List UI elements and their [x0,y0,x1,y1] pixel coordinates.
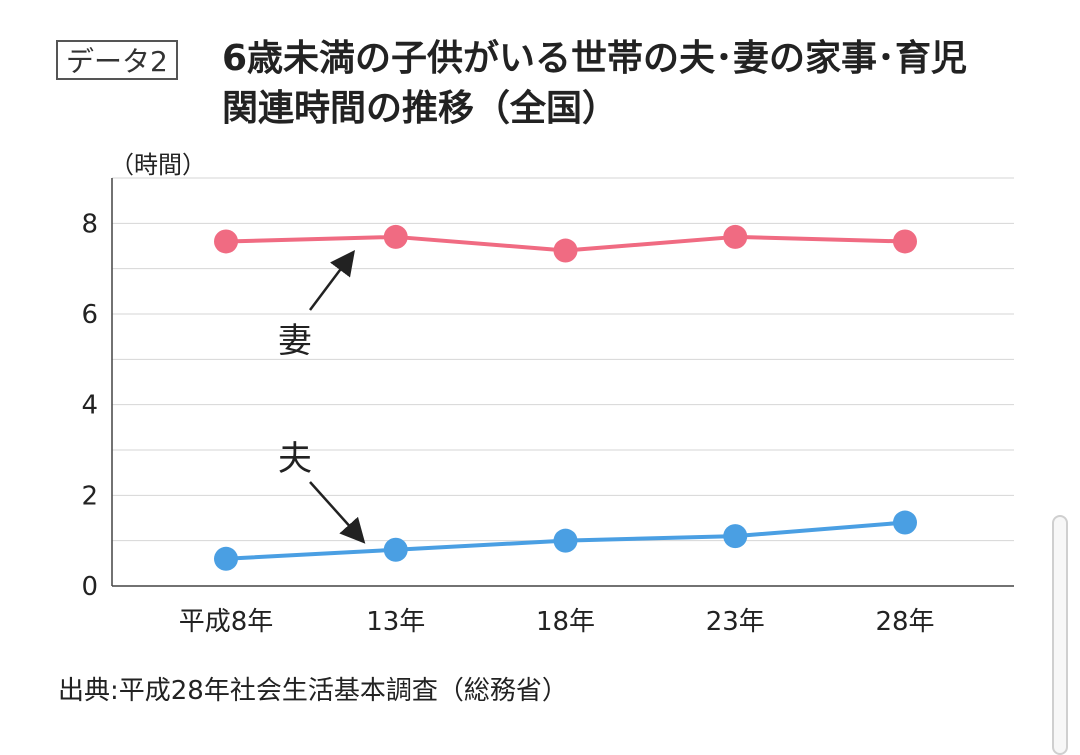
series-label-husband: 夫 [278,439,312,479]
annotation-arrow-wife [309,250,355,311]
x-tick-label: 13年 [366,607,425,637]
chart-title: 6歳未満の子供がいる世帯の夫･妻の家事･育児関連時間の推移（全国） [222,38,968,129]
source-note: 出典:平成28年社会生活基本調査（総務省） [58,676,568,706]
data-point-1 [553,528,578,553]
data-point-0 [553,238,578,263]
y-tick-label: 0 [81,572,98,602]
data-point-0 [214,229,238,254]
data-point-1 [893,510,917,535]
x-tick-label: 平成8年 [179,607,274,637]
y-tick-label: 4 [81,391,98,421]
y-tick-label: 2 [81,481,98,511]
data-point-1 [214,546,238,571]
data-point-0 [383,224,408,249]
y-axis-unit-label: （時間） [110,151,206,179]
data-point-0 [893,229,917,254]
annotation-arrow-husband [309,481,366,544]
series-label-wife: 妻 [278,321,312,361]
x-tick-label: 23年 [706,607,765,637]
data-tag-badge: データ2 [56,40,178,80]
x-tick-label: 18年 [536,607,595,637]
x-tick-label: 28年 [875,607,934,637]
data-point-1 [383,537,408,562]
vertical-scrollbar[interactable] [1052,515,1068,755]
y-tick-label: 8 [81,209,98,239]
data-point-0 [723,224,748,249]
y-tick-label: 6 [81,300,98,330]
data-point-1 [723,524,748,549]
